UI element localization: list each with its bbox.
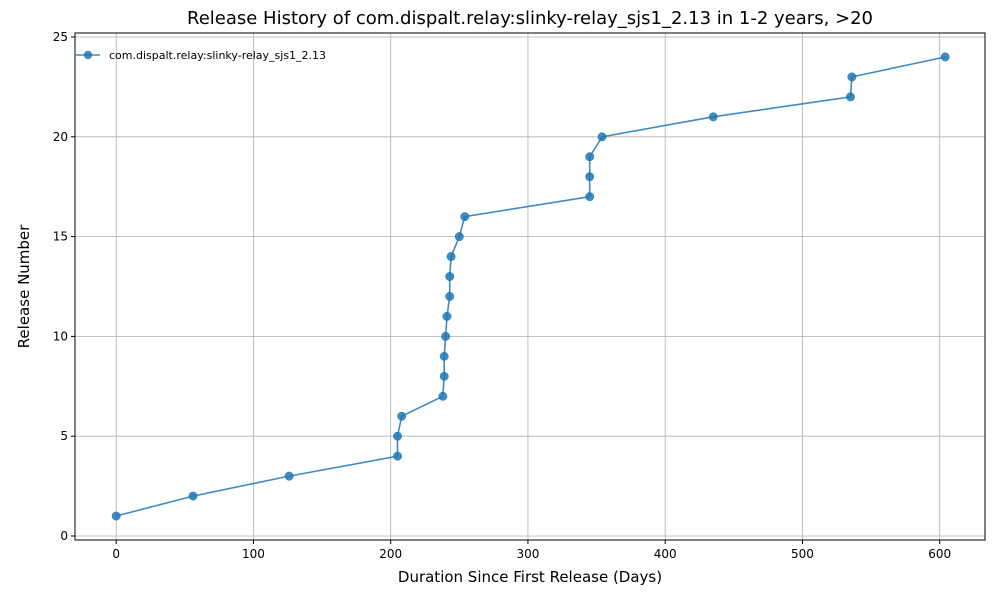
y-axis-label: Release Number [15,224,33,348]
x-tick-label: 100 [242,547,265,561]
data-point [438,391,448,401]
data-point [393,451,402,461]
axis-ticks: 0 100 200 300 400 500 600 0 5 10 15 20 25 [53,30,951,561]
data-point [454,232,464,242]
legend: com.dispalt.relay:slinky-relay_sjs1_2.13 [76,49,326,62]
data-point [393,431,402,441]
data-point [397,411,407,421]
y-tick-label: 20 [53,130,68,144]
legend-marker-swatch [83,50,93,60]
data-point [585,152,595,162]
y-tick-label: 5 [60,429,68,443]
legend-label: com.dispalt.relay:slinky-relay_sjs1_2.13 [109,49,326,62]
y-tick-label: 10 [53,329,68,343]
series-layer [111,52,950,521]
y-tick-label: 0 [60,529,68,543]
data-point [446,252,456,262]
x-axis-label: Duration Since First Release (Days) [398,568,662,586]
grid [75,33,985,540]
data-point [846,92,855,102]
data-point [445,272,455,281]
data-point [460,212,470,222]
data-point [441,331,451,341]
plot-area-frame [74,32,986,541]
x-tick-label: 200 [379,547,402,561]
y-tick-label: 25 [53,30,68,44]
data-point [442,311,452,321]
x-tick-label: 400 [654,547,677,561]
data-point [585,192,595,202]
data-point [445,292,455,301]
data-point [585,172,595,182]
data-point [188,491,198,501]
data-point [940,52,950,62]
data-point [111,511,121,521]
data-point [708,112,718,122]
data-point [439,371,449,381]
x-tick-label: 300 [516,547,539,561]
data-point [847,72,857,82]
data-point [284,471,294,481]
data-point [597,132,607,142]
x-tick-label: 500 [791,547,814,561]
data-point [439,351,449,361]
y-tick-label: 15 [53,230,68,244]
x-tick-label: 0 [112,547,120,561]
x-tick-label: 600 [928,547,951,561]
chart-title: Release History of com.dispalt.relay:sli… [187,8,873,29]
